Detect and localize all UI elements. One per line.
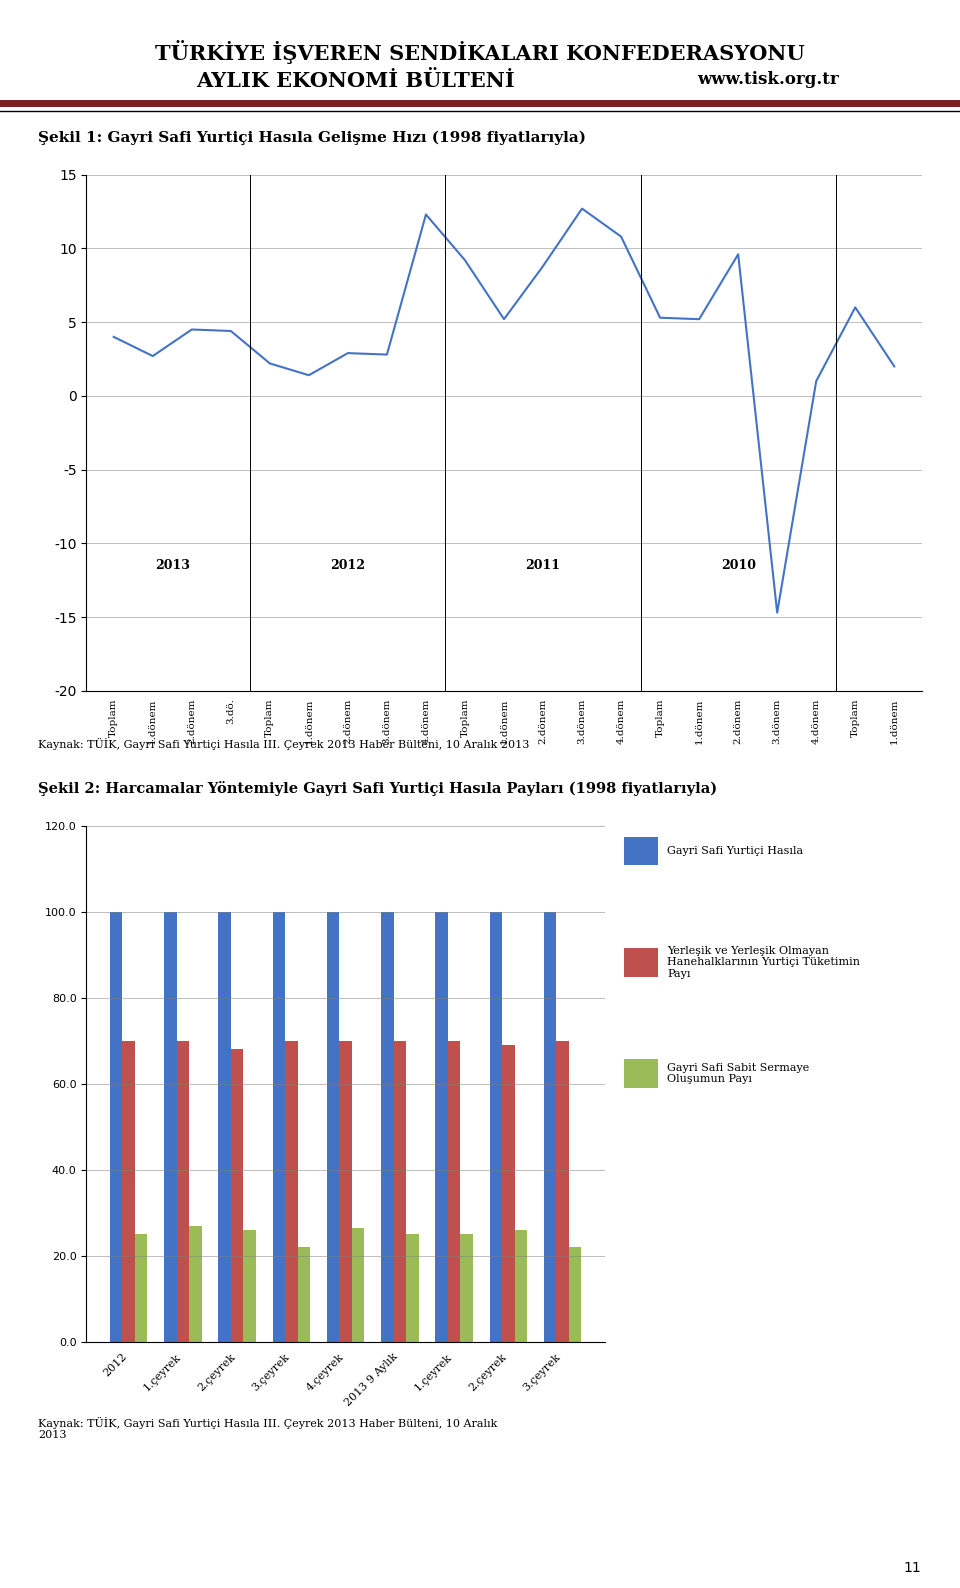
Bar [568,1247,581,1342]
Bar [298,1247,310,1342]
Bar [556,1040,568,1342]
Bar [435,912,447,1342]
Bar [394,1040,406,1342]
Bar [381,912,394,1342]
Text: 2013: 2013 [155,559,190,572]
Text: Şekil 1: Gayri Safi Yurtiçi Hasıla Gelişme Hızı (1998 fiyatlarıyla): Şekil 1: Gayri Safi Yurtiçi Hasıla Geliş… [38,130,587,145]
Bar [135,1234,148,1342]
Bar [543,912,556,1342]
Text: Şekil 2: Harcamalar Yöntemiyle Gayri Safi Yurtiçi Hasıla Payları (1998 fiyatları: Şekil 2: Harcamalar Yöntemiyle Gayri Saf… [38,781,717,796]
Bar [164,912,177,1342]
Text: www.tisk.org.tr: www.tisk.org.tr [697,71,839,89]
Bar [219,912,231,1342]
Bar [123,1040,135,1342]
Text: 11: 11 [904,1561,922,1575]
Bar [273,912,285,1342]
Text: TÜRKİYE İŞVEREN SENDİKALARI KONFEDERASYONU: TÜRKİYE İŞVEREN SENDİKALARI KONFEDERASYO… [156,40,804,64]
Bar [502,1045,515,1342]
Bar [231,1050,244,1342]
Bar [447,1040,460,1342]
Text: 2012: 2012 [330,559,366,572]
Text: Gayri Safi Sabit Sermaye
Oluşumun Payı: Gayri Safi Sabit Sermaye Oluşumun Payı [667,1062,809,1085]
Bar [340,1040,351,1342]
Bar [177,1040,189,1342]
Text: 2011: 2011 [525,559,561,572]
Bar [515,1231,527,1342]
Text: AYLIK EKONOMİ BÜLTENİ: AYLIK EKONOMİ BÜLTENİ [196,71,515,92]
Text: Yerleşik ve Yerleşik Olmayan
Hanehalklarının Yurtiçi Tüketimin
Payı: Yerleşik ve Yerleşik Olmayan Hanehalklar… [667,946,860,978]
Bar [189,1226,202,1342]
Bar [110,912,123,1342]
Text: Kaynak: TÜİK, Gayri Safi Yurtiçi Hasıla III. Çeyrek 2013 Haber Bülteni, 10 Aralı: Kaynak: TÜİK, Gayri Safi Yurtiçi Hasıla … [38,738,530,751]
Text: Kaynak: TÜİK, Gayri Safi Yurtiçi Hasıla III. Çeyrek 2013 Haber Bülteni, 10 Aralı: Kaynak: TÜİK, Gayri Safi Yurtiçi Hasıla … [38,1416,498,1440]
Bar [285,1040,298,1342]
Bar [460,1234,472,1342]
Text: Gayri Safi Yurtiçi Hasıla: Gayri Safi Yurtiçi Hasıla [667,846,804,856]
Bar [327,912,340,1342]
Text: 2010: 2010 [721,559,756,572]
Bar [406,1234,419,1342]
Bar [351,1228,364,1342]
Bar [244,1231,256,1342]
Bar [490,912,502,1342]
